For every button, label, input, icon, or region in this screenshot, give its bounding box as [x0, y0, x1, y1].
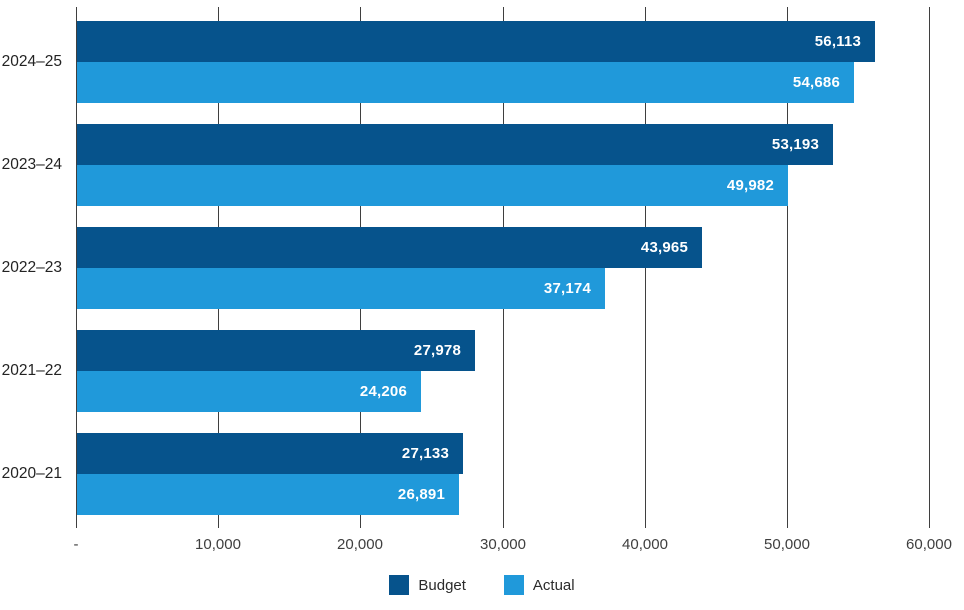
gridline-50000	[787, 7, 788, 528]
x-tick-label-10000: 10,000	[195, 536, 241, 553]
bar-value-label: 27,978	[413, 342, 461, 359]
legend-label-budget: Budget	[418, 576, 466, 594]
legend-item-budget: Budget	[389, 575, 466, 595]
bar-value-label: 49,982	[726, 177, 774, 194]
legend-label-actual: Actual	[532, 576, 575, 594]
bar-value-label: 37,174	[543, 280, 591, 297]
bar-budget-2022-23: 43,965	[77, 227, 702, 268]
gridline-0	[76, 7, 77, 528]
x-tick-label-60000: 60,000	[906, 536, 952, 553]
category-label-2021-22: 2021–22	[1, 362, 62, 379]
legend-swatch-actual	[503, 575, 524, 595]
bar-value-label: 27,133	[401, 445, 449, 462]
category-label-2022-23: 2022–23	[1, 259, 62, 276]
bar-actual-2024-25: 54,686	[77, 62, 854, 103]
bar-actual-2020-21: 26,891	[77, 474, 459, 515]
x-tick-label-40000: 40,000	[622, 536, 668, 553]
bar-actual-2023-24: 49,982	[77, 165, 788, 206]
legend: Budget Actual	[0, 575, 964, 595]
category-label-2023-24: 2023–24	[1, 156, 62, 173]
x-tick-label-50000: 50,000	[764, 536, 810, 553]
bar-budget-2024-25: 56,113	[77, 21, 875, 62]
x-tick-label-0: -	[73, 536, 79, 553]
x-tick-label-30000: 30,000	[480, 536, 526, 553]
bar-value-label: 43,965	[640, 239, 688, 256]
bar-value-label: 56,113	[814, 33, 861, 50]
category-label-2024-25: 2024–25	[1, 53, 62, 70]
bar-budget-2021-22: 27,978	[77, 330, 475, 371]
bar-value-label: 53,193	[771, 136, 819, 153]
bar-budget-2023-24: 53,193	[77, 124, 833, 165]
bar-value-label: 24,206	[359, 383, 407, 400]
legend-swatch-budget	[389, 575, 410, 595]
bar-value-label: 26,891	[397, 486, 445, 503]
bar-budget-2020-21: 27,133	[77, 433, 463, 474]
category-label-2020-21: 2020–21	[1, 465, 62, 482]
bar-actual-2022-23: 37,174	[77, 268, 605, 309]
bar-value-label: 54,686	[792, 74, 840, 91]
legend-item-actual: Actual	[503, 575, 575, 595]
x-tick-label-20000: 20,000	[337, 536, 383, 553]
gridline-60000	[929, 7, 930, 528]
bar-actual-2021-22: 24,206	[77, 371, 421, 412]
